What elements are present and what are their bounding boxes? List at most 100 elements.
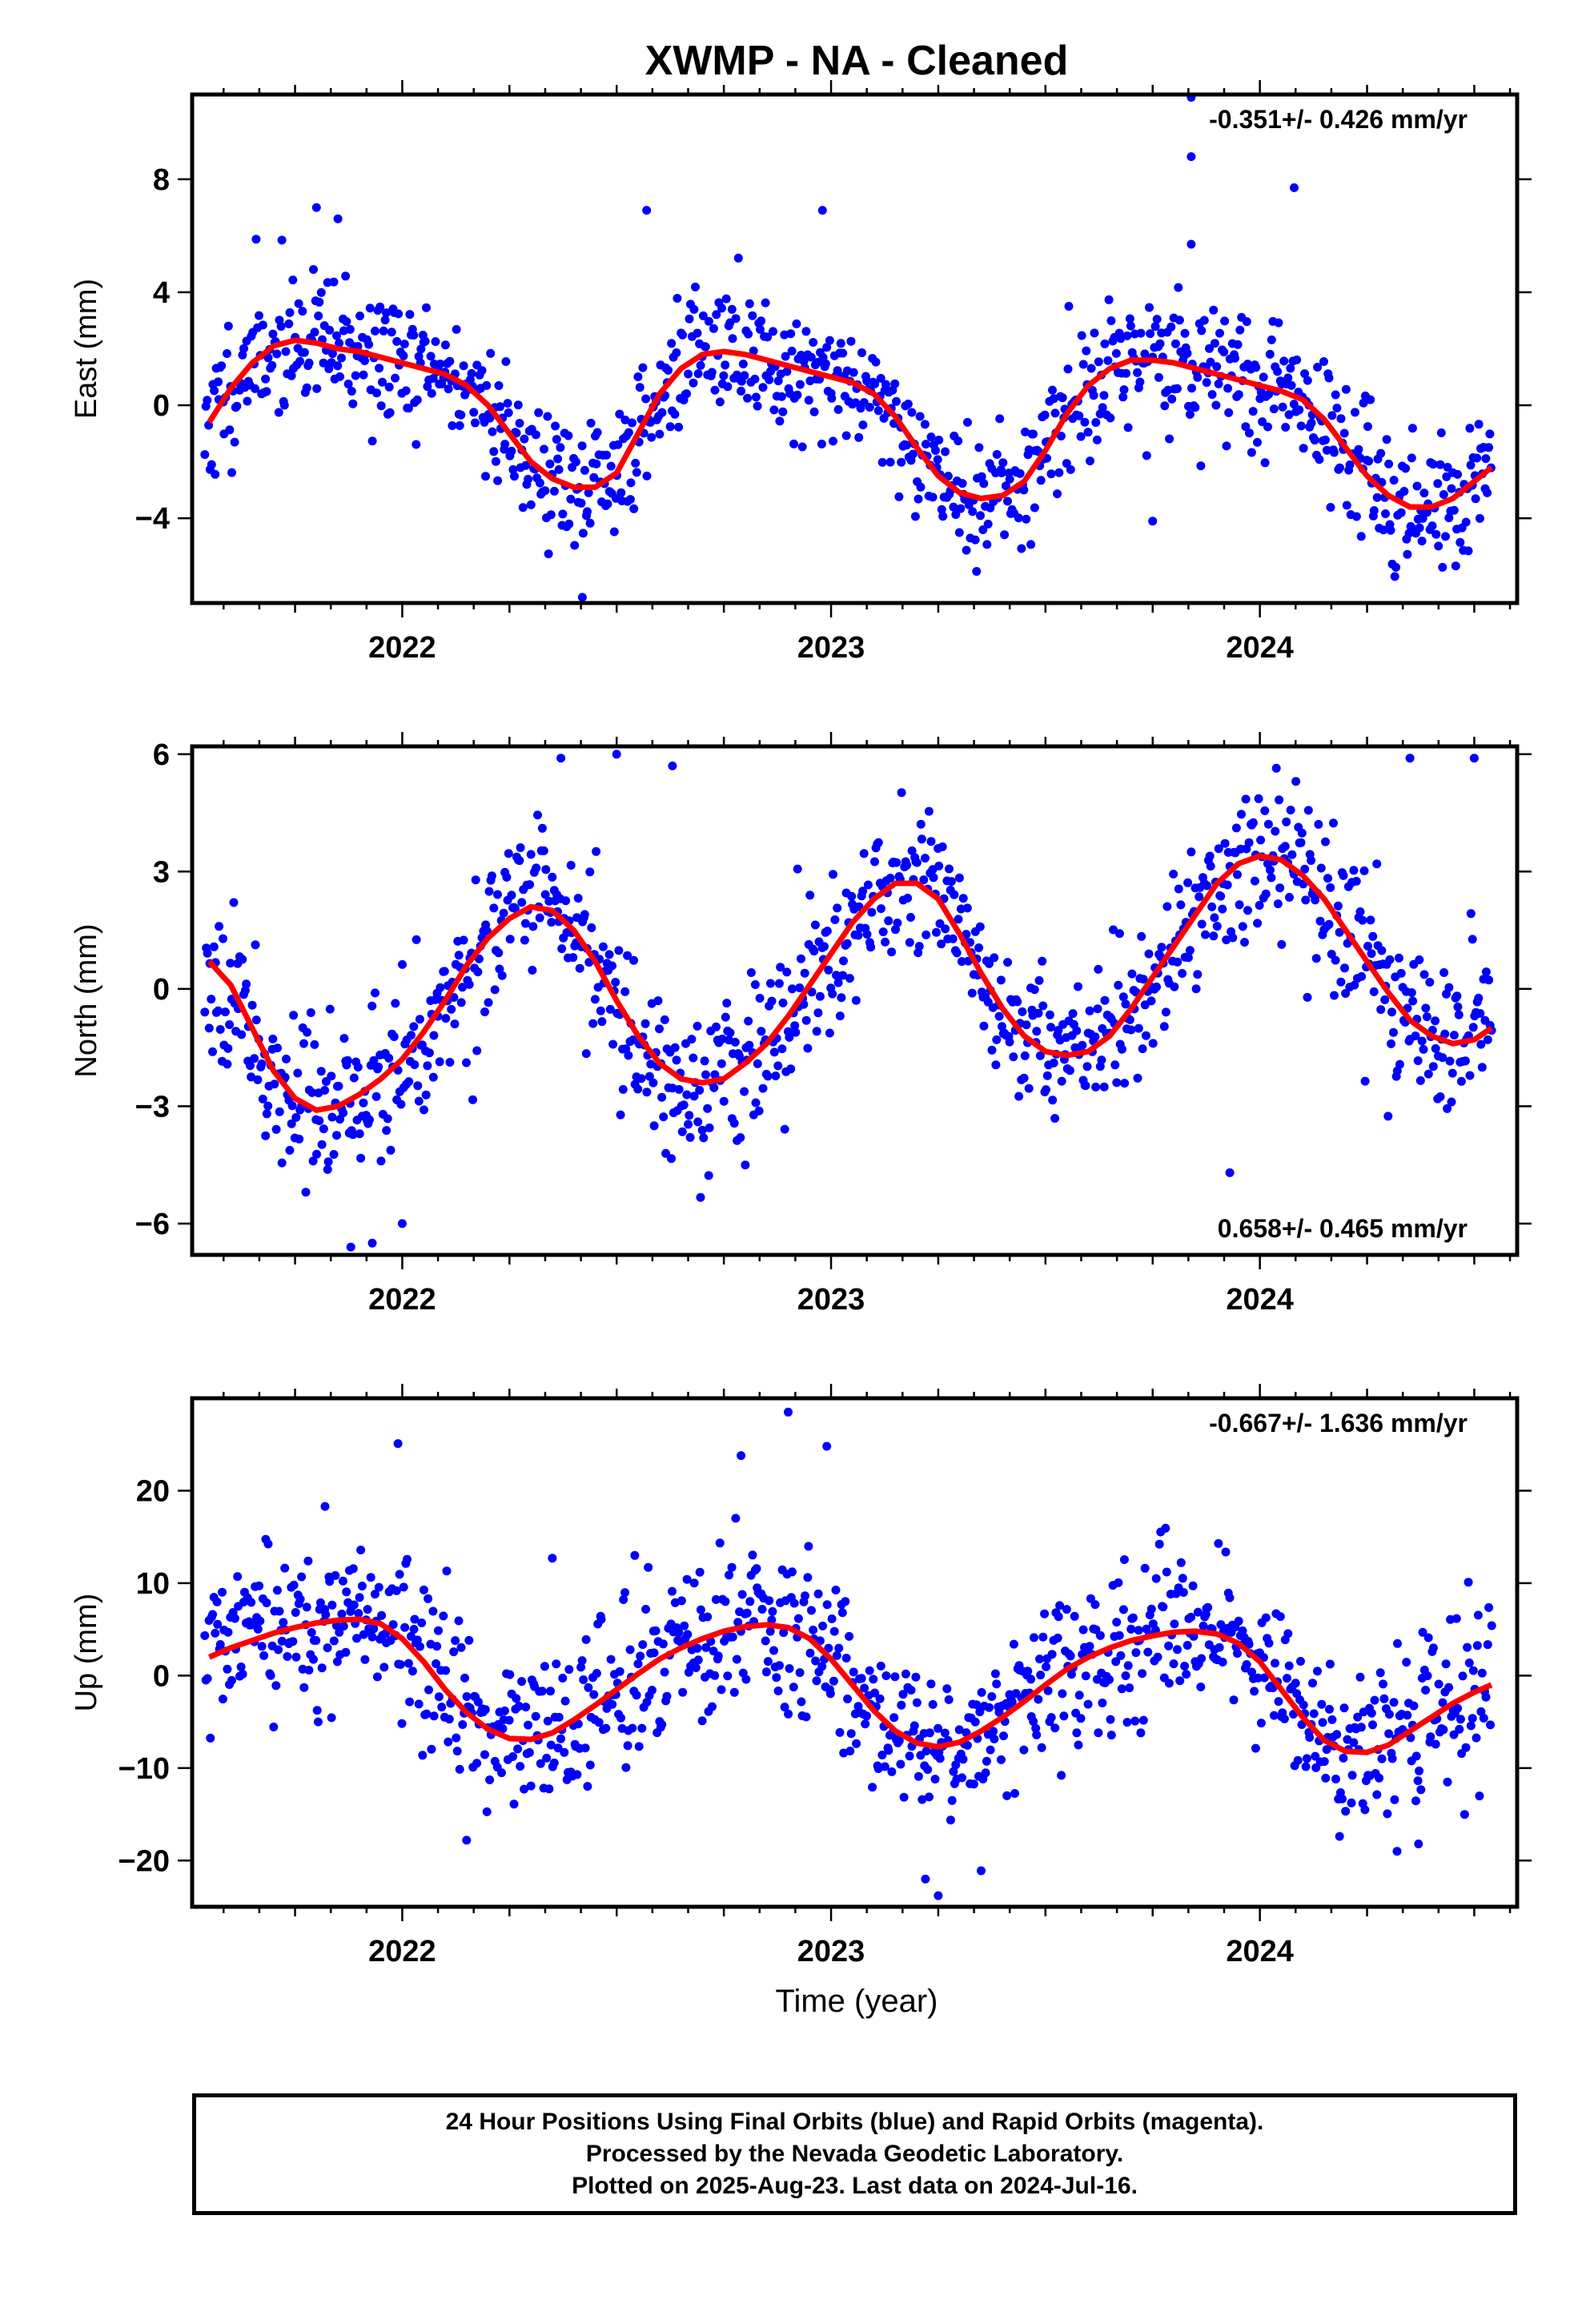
up-point bbox=[584, 1683, 593, 1692]
east-point bbox=[1063, 364, 1073, 374]
north-point bbox=[386, 1145, 396, 1155]
east-point bbox=[329, 277, 339, 287]
east-point bbox=[535, 478, 544, 488]
north-point bbox=[1323, 874, 1332, 883]
north-point bbox=[1367, 949, 1376, 959]
up-point bbox=[536, 1759, 545, 1768]
east-point bbox=[1300, 369, 1310, 379]
north-point bbox=[1363, 942, 1372, 951]
north-point bbox=[1203, 881, 1212, 891]
up-point bbox=[1355, 1672, 1365, 1682]
up-point bbox=[868, 1783, 877, 1792]
north-point bbox=[516, 843, 525, 852]
east-point bbox=[203, 396, 212, 405]
up-point bbox=[958, 1773, 966, 1783]
east-point bbox=[583, 507, 592, 517]
north-point bbox=[640, 1019, 650, 1028]
north-outlier-point bbox=[367, 1238, 377, 1248]
east-point bbox=[1002, 481, 1010, 491]
up-point bbox=[1002, 1791, 1012, 1800]
north-point bbox=[1169, 870, 1178, 879]
north-point bbox=[751, 1098, 761, 1108]
east-point bbox=[751, 392, 761, 402]
north-point bbox=[1380, 995, 1390, 1004]
north-point bbox=[863, 880, 873, 890]
north-point bbox=[287, 1101, 297, 1111]
north-point bbox=[870, 857, 879, 866]
up-point bbox=[693, 1655, 703, 1665]
up-point bbox=[1072, 1728, 1082, 1738]
north-point bbox=[1019, 1073, 1029, 1083]
up-point bbox=[807, 1606, 816, 1615]
east-point bbox=[992, 450, 1002, 459]
east-point bbox=[1054, 468, 1064, 477]
east-point bbox=[382, 308, 391, 318]
north-point bbox=[653, 996, 663, 1006]
up-point bbox=[1111, 1657, 1121, 1667]
north-point bbox=[355, 1129, 364, 1139]
up-point bbox=[1341, 1807, 1351, 1816]
up-point bbox=[1023, 1667, 1033, 1676]
north-point bbox=[223, 1059, 232, 1069]
up-point bbox=[1038, 1632, 1048, 1642]
east-point bbox=[665, 422, 675, 432]
north-point bbox=[1049, 1058, 1058, 1068]
up-point bbox=[444, 1737, 453, 1747]
up-point bbox=[1125, 1683, 1134, 1693]
north-point bbox=[1359, 866, 1369, 875]
north-point bbox=[1138, 975, 1148, 984]
east-point bbox=[592, 459, 601, 468]
up-point bbox=[901, 1669, 910, 1679]
up-point bbox=[485, 1775, 495, 1784]
up-point bbox=[1114, 1578, 1123, 1587]
east-point bbox=[825, 336, 834, 345]
up-point bbox=[397, 1719, 407, 1728]
north-point bbox=[812, 1027, 821, 1036]
up-point bbox=[289, 1580, 299, 1590]
east-point bbox=[375, 302, 385, 312]
up-point bbox=[556, 1734, 565, 1743]
east-point bbox=[404, 404, 413, 413]
east-point bbox=[1466, 460, 1476, 470]
north-point bbox=[1255, 901, 1264, 910]
up-point bbox=[638, 1640, 648, 1650]
north-point bbox=[1048, 1096, 1058, 1105]
north-fit-line bbox=[207, 853, 1493, 1113]
east-point bbox=[585, 518, 595, 528]
east-point bbox=[982, 540, 992, 549]
east-point bbox=[793, 390, 802, 400]
up-point bbox=[723, 1671, 733, 1681]
up-point bbox=[944, 1695, 954, 1704]
up-point bbox=[767, 1615, 777, 1625]
east-point bbox=[833, 366, 842, 376]
up-point bbox=[949, 1767, 958, 1776]
up-point bbox=[1423, 1671, 1432, 1681]
north-point bbox=[948, 934, 958, 943]
up-point bbox=[1452, 1614, 1461, 1623]
east-point bbox=[1219, 348, 1229, 356]
north-point bbox=[339, 1034, 349, 1043]
east-point bbox=[277, 235, 287, 245]
east-point bbox=[858, 420, 868, 430]
up-point bbox=[1321, 1773, 1331, 1783]
north-point bbox=[409, 1022, 419, 1031]
up-point bbox=[338, 1576, 347, 1586]
east-point bbox=[962, 545, 971, 555]
north-point bbox=[730, 1037, 740, 1047]
up-point bbox=[696, 1605, 705, 1614]
up-point bbox=[1146, 1604, 1156, 1614]
up-point bbox=[1010, 1789, 1019, 1798]
east-point bbox=[1481, 454, 1491, 464]
north-y-tick-label: 3 bbox=[153, 855, 170, 889]
north-point bbox=[757, 1027, 766, 1036]
north-point bbox=[480, 1007, 489, 1016]
north-point bbox=[1316, 863, 1326, 873]
up-point bbox=[1431, 1739, 1440, 1749]
east-y-tick-label: 8 bbox=[153, 163, 170, 197]
north-point bbox=[1324, 919, 1334, 929]
east-point bbox=[631, 458, 640, 468]
east-point bbox=[710, 385, 720, 395]
north-point bbox=[859, 849, 869, 858]
up-point bbox=[649, 1648, 659, 1658]
